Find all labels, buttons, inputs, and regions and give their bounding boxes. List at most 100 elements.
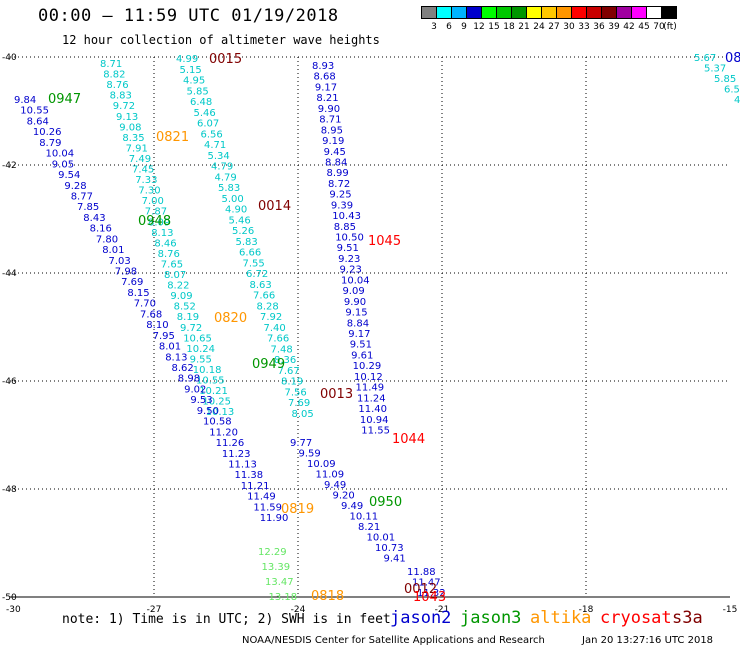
swh-value: 9.13 (116, 112, 138, 123)
track-label-0015: 0015 (209, 52, 242, 67)
swh-value: 9.39 (331, 200, 353, 211)
swh-value: 9.25 (329, 190, 351, 201)
swh-value: 11.38 (235, 470, 264, 481)
swh-value: 9.90 (318, 104, 340, 115)
scale-label: 39 (608, 22, 620, 32)
swh-value: 8.62 (172, 363, 194, 374)
scale-label: 45 (638, 22, 650, 32)
swh-value: 11.21 (241, 481, 270, 492)
swh-value: 9.59 (299, 449, 321, 460)
swh-value: 5.83 (218, 183, 240, 194)
swh-value: 9.51 (337, 243, 359, 254)
swh-value: 10.73 (375, 543, 404, 554)
swh-value: 11.59 (253, 502, 282, 513)
swh-value: 10.24 (186, 344, 215, 355)
swh-value: 5.85 (714, 74, 736, 85)
lon-tick-label: -27 (147, 605, 162, 615)
swh-value: 4.99 (176, 54, 198, 65)
swh-value: 7.80 (96, 234, 118, 245)
swh-value: 5.34 (208, 151, 230, 162)
swh-value: 9.23 (338, 254, 360, 265)
swh-value: 10.11 (350, 512, 379, 523)
swh-value: 4.79 (211, 162, 233, 173)
swh-value: 8.72 (328, 179, 350, 190)
track-label-0013: 0013 (320, 387, 353, 402)
lon-tick-label: -24 (291, 605, 306, 615)
swh-value: 9.55 (190, 354, 212, 365)
swh-value: 8.77 (71, 191, 93, 202)
lat-tick-label: -50 (2, 593, 17, 603)
swh-value: 4.95 (183, 76, 205, 87)
swh-value: 12.29 (258, 547, 287, 558)
swh-value: 9.61 (351, 350, 373, 361)
swh-value: 10.55 (196, 376, 225, 387)
swh-value: 10.25 (202, 397, 231, 408)
scale-label: 12 (473, 22, 485, 32)
swh-value: 9.54 (58, 170, 80, 181)
swh-value: 10.43 (332, 211, 361, 222)
swh-value: 10.29 (353, 361, 382, 372)
scale-label: 27 (548, 22, 560, 32)
swh-value: 10.55 (20, 106, 49, 117)
track-label-1044: 1044 (392, 432, 425, 447)
swh-value: 7.91 (126, 143, 148, 154)
swh-value: 8.84 (325, 157, 347, 168)
swh-value: 5.37 (704, 64, 726, 75)
swh-value: 9.53 (190, 395, 212, 406)
lat-tick-label: -40 (2, 53, 17, 63)
swh-value: 11.24 (357, 393, 386, 404)
swh-value: 7.00 (142, 196, 164, 207)
swh-value: 10.12 (354, 372, 383, 383)
swh-value: 6.50 (724, 85, 740, 96)
track-label-1045: 1045 (368, 234, 401, 249)
scale-swatch (661, 6, 677, 19)
swh-value: 11.26 (216, 438, 245, 449)
swh-value: 10.94 (360, 415, 389, 426)
swh-value: 8.35 (122, 133, 144, 144)
swh-value: 5.83 (236, 237, 258, 248)
swh-value: 8.16 (90, 224, 112, 235)
track-label-0948: 0948 (138, 214, 171, 229)
swh-value: 8.68 (313, 72, 335, 83)
swh-value: 7.85 (77, 202, 99, 213)
swh-value: 7.40 (264, 323, 286, 334)
swh-value: 9.19 (322, 136, 344, 147)
swh-value: 5.46 (194, 108, 216, 119)
swh-value: 9.28 (64, 181, 86, 192)
legend-altika: altika (530, 608, 592, 628)
swh-value: 9.49 (341, 501, 363, 512)
lon-tick-label: -30 (6, 605, 21, 615)
scale-label: 33 (578, 22, 590, 32)
swh-value: 8.07 (164, 270, 186, 281)
swh-value: 8.64 (27, 116, 49, 127)
swh-value: 5.67 (694, 53, 716, 64)
track-label-1043: 1043 (413, 590, 446, 605)
swh-value: 10.01 (367, 533, 396, 544)
swh-value: 8.52 (174, 302, 196, 313)
swh-value: 9.77 (290, 438, 312, 449)
swh-value: 4.79 (215, 172, 237, 183)
swh-value: 8.85 (334, 222, 356, 233)
swh-value: 6.48 (190, 97, 212, 108)
swh-value: 11.13 (228, 459, 257, 470)
track-label-0818: 0818 (311, 589, 344, 604)
swh-value: 9.09 (342, 286, 364, 297)
scale-label: 6 (446, 22, 452, 32)
swh-value: 8.82 (103, 70, 125, 81)
swh-value: 11.90 (260, 513, 289, 524)
scale-label: 15 (488, 22, 500, 32)
scale-label: 3 (431, 22, 437, 32)
swh-value: 9.05 (52, 159, 74, 170)
swh-value: 8.01 (159, 342, 181, 353)
swh-value: 10.65 (183, 333, 212, 344)
swh-value: 11.47 (412, 578, 441, 589)
color-scale-labels: 3 6 9 12 15 18 21 24 27 30 33 36 39 42 45 70 (ft) (421, 22, 740, 34)
swh-value: 7.70 (134, 299, 156, 310)
lat-tick-label: -44 (2, 269, 17, 279)
swh-value: 7.33 (135, 175, 157, 186)
lon-tick-label: -18 (579, 605, 594, 615)
swh-value: 9.50 (197, 406, 219, 417)
track-label-0819: 0819 (281, 502, 314, 517)
swh-value: 9.72 (113, 101, 135, 112)
